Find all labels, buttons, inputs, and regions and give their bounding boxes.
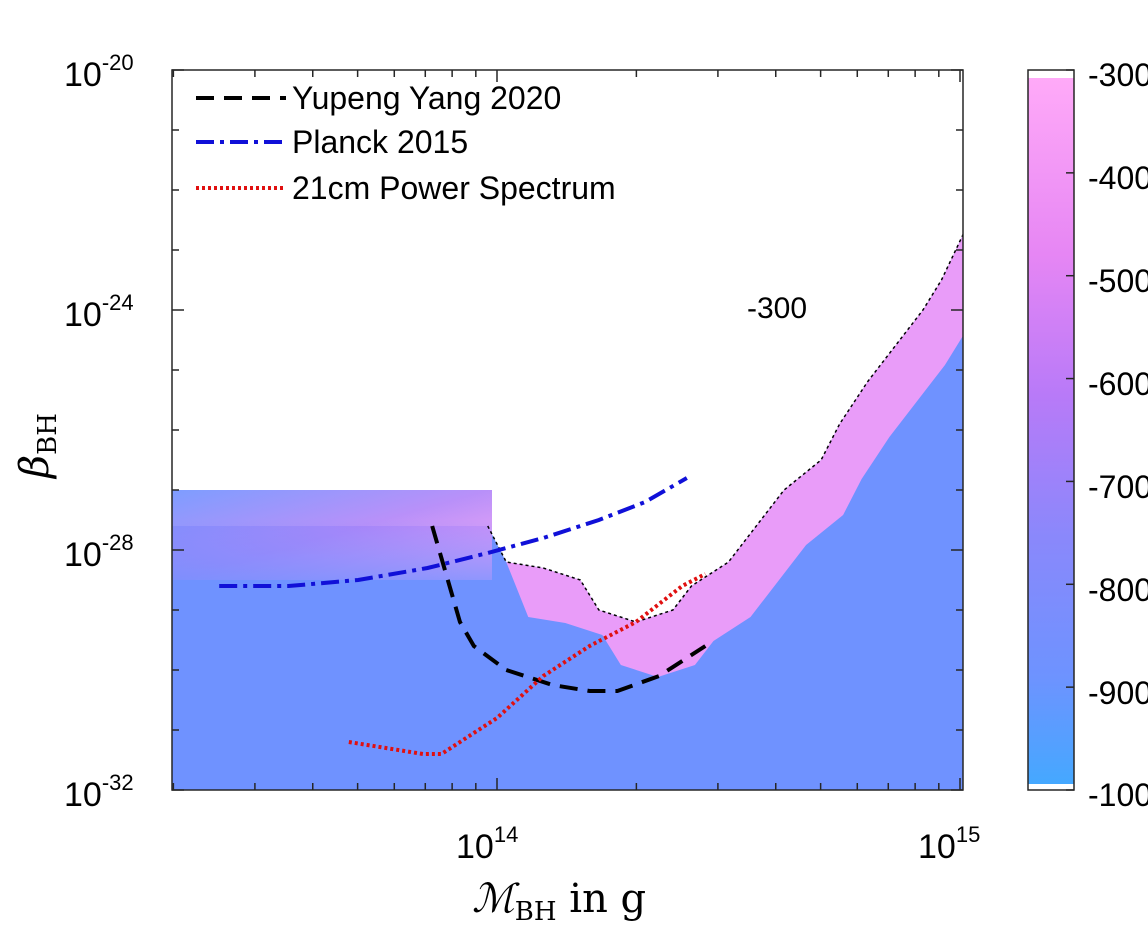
x-tick-labels: 1014 1015 [456,822,980,866]
y-tick-label-1: 10-20 [64,50,134,94]
colorbar: -300 -400 -500 -600 -700 -800 -900 -1000 [1027,57,1148,813]
y-tick-label-4: 10-32 [64,770,134,814]
colorbar-label-700: -700 [1088,469,1148,505]
minor-ticks [172,69,963,791]
legend-label-yang: Yupeng Yang 2020 [292,80,561,116]
colorbar-ticks [1066,69,1074,791]
colorbar-frame [1027,69,1075,791]
colorbar-label-400: -400 [1088,160,1148,196]
y-tick-label-2: 10-24 [64,290,134,334]
legend-label-21cm: 21cm Power Spectrum [292,170,616,206]
x-axis-title: ℳBH in g [472,876,646,926]
x-tick-label-2: 1015 [918,822,980,866]
colorbar-gradient [1028,78,1074,784]
region-fill [172,202,963,790]
colorbar-label-300: -300 [1088,57,1148,93]
colorbar-label-900: -900 [1088,675,1148,711]
y-tick-label-3: 10-28 [64,530,134,574]
series-layer [219,476,707,756]
y-axis-title: βBH [12,413,63,480]
colorbar-label-600: -600 [1088,366,1148,402]
x-tick-label-1: 1014 [456,822,518,866]
legend: Yupeng Yang 2020 Planck 2015 21cm Power … [196,80,616,206]
y-tick-labels: 10-20 10-24 10-28 10-32 [64,50,134,814]
legend-label-planck: Planck 2015 [292,124,468,160]
colorbar-label-800: -800 [1088,572,1148,608]
region-highlight [506,202,963,677]
contour-line [487,232,963,623]
colorbar-label-1000: -1000 [1088,777,1148,813]
series-line-3 [348,572,707,756]
heatmap-region [172,202,963,790]
contour-label: -300 [747,292,807,325]
series-line-2 [219,476,688,588]
colorbar-label-500: -500 [1088,263,1148,299]
